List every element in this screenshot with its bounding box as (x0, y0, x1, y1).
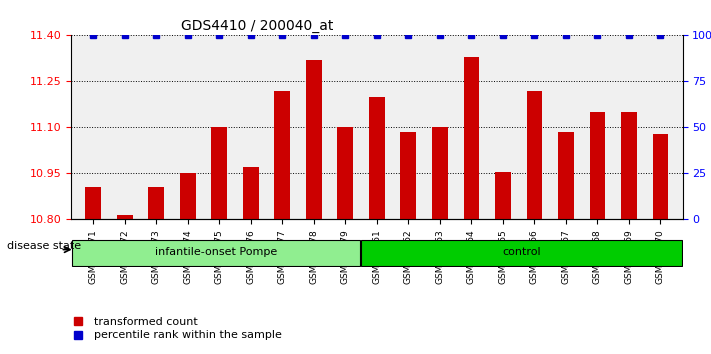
Bar (369, 97, 385, 219)
FancyBboxPatch shape (72, 240, 360, 266)
Legend: transformed count, percentile rank within the sample: transformed count, percentile rank withi… (63, 313, 286, 345)
Text: infantile-onset Pompe: infantile-onset Pompe (155, 247, 277, 257)
Bar (527, 91, 542, 219)
Bar (432, 127, 448, 219)
FancyBboxPatch shape (361, 240, 682, 266)
Text: control: control (503, 247, 541, 257)
Bar (589, 112, 605, 219)
Bar (464, 57, 479, 219)
Bar (211, 127, 227, 219)
Bar (149, 187, 164, 219)
Text: GDS4410 / 200040_at: GDS4410 / 200040_at (181, 19, 333, 33)
Bar (621, 112, 637, 219)
Bar (180, 173, 196, 219)
Bar (117, 215, 132, 219)
Bar (85, 187, 101, 219)
Bar (274, 91, 290, 219)
Bar (306, 60, 321, 219)
Text: disease state: disease state (7, 241, 81, 251)
Bar (243, 167, 259, 219)
Bar (338, 127, 353, 219)
Bar (400, 132, 416, 219)
Bar (558, 132, 574, 219)
Bar (495, 172, 510, 219)
Bar (653, 133, 668, 219)
